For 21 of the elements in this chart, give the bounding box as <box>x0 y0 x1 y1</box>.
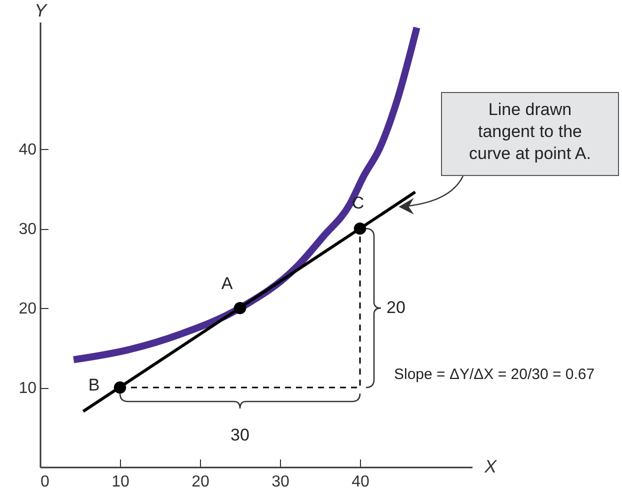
annotation: 30 <box>230 426 250 445</box>
callout-box: Line drawn tangent to the curve at point A. <box>441 92 619 176</box>
y-tick-label: 10 <box>18 380 37 398</box>
point <box>114 381 126 394</box>
x-tick-label: 10 <box>112 474 130 490</box>
x-axis-title: X <box>483 456 498 476</box>
y-tick-label: 30 <box>18 221 37 238</box>
annotation: B <box>88 376 100 395</box>
point <box>354 222 366 235</box>
y-tick-label: 20 <box>18 300 37 318</box>
annotation: 20 <box>386 298 406 318</box>
annotation: Slope = ΔY/ΔX = 20/30 = 0.67 <box>394 366 595 383</box>
annotation: C <box>352 194 364 213</box>
x-tick-label: 30 <box>272 474 290 490</box>
x-tick-label: 20 <box>192 474 210 490</box>
y-axis-title: Y <box>34 0 48 20</box>
annotation: A <box>221 274 234 294</box>
x-tick-label: 0 <box>40 474 50 490</box>
x-tick-label: 40 <box>352 474 370 490</box>
point <box>234 302 246 314</box>
y-tick-label: 40 <box>18 142 37 159</box>
